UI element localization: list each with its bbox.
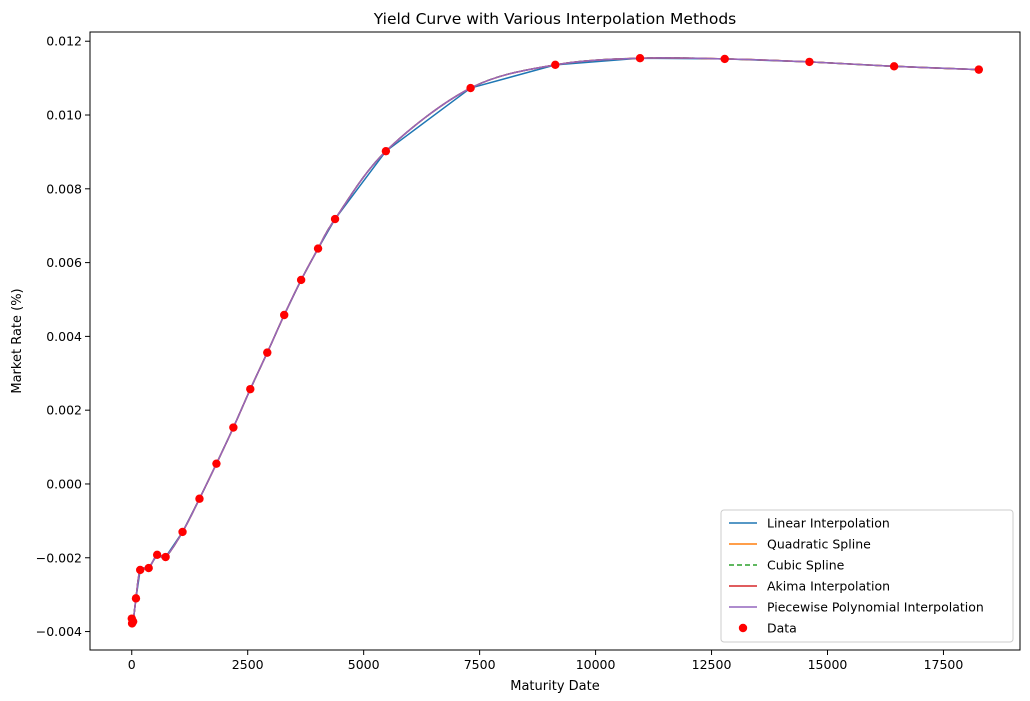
legend-label: Akima Interpolation bbox=[767, 579, 890, 594]
data-point bbox=[720, 54, 729, 64]
data-point bbox=[296, 275, 306, 285]
plot-frame bbox=[89, 31, 1021, 651]
data-point bbox=[229, 423, 238, 432]
data-point bbox=[889, 62, 899, 71]
x-tick-label: 2500 bbox=[232, 657, 264, 672]
x-tick-label: 15000 bbox=[808, 657, 848, 672]
x-tick-label: 0 bbox=[128, 657, 136, 672]
legend-label: Cubic Spline bbox=[767, 558, 845, 573]
legend-label: Data bbox=[767, 621, 797, 636]
x-tick-label: 5000 bbox=[348, 657, 380, 672]
data-point bbox=[280, 310, 289, 320]
x-tick-label: 17500 bbox=[924, 657, 964, 672]
y-tick-label: 0.008 bbox=[46, 181, 82, 196]
data-point bbox=[381, 146, 391, 156]
data-point bbox=[128, 617, 138, 626]
y-tick-label: 0.000 bbox=[46, 476, 82, 491]
data-point bbox=[135, 565, 145, 575]
data-point bbox=[805, 57, 814, 67]
data-point bbox=[551, 60, 560, 70]
y-tick-label: −0.004 bbox=[36, 624, 82, 639]
data-point bbox=[131, 594, 141, 603]
x-tick-label: 12500 bbox=[692, 657, 732, 672]
data-point bbox=[246, 384, 255, 394]
data-point bbox=[161, 552, 170, 562]
legend-swatch bbox=[738, 623, 748, 633]
y-tick-label: −0.002 bbox=[36, 550, 82, 565]
data-point bbox=[330, 214, 340, 224]
legend-label: Linear Interpolation bbox=[767, 516, 890, 531]
x-tick-label: 10000 bbox=[576, 657, 616, 672]
y-tick-label: 0.012 bbox=[46, 34, 82, 49]
legend: Linear Interpolation Quadratic Spline Cubi… bbox=[720, 509, 1014, 643]
data-point bbox=[313, 244, 323, 253]
legend-label: Quadratic Spline bbox=[767, 537, 871, 552]
y-tick-label: 0.010 bbox=[46, 108, 82, 123]
x-axis: 0 2500 5000 7500 10000 12500 15000 17500 bbox=[128, 650, 964, 672]
legend-label: Piecewise Polynomial Interpolation bbox=[767, 600, 984, 615]
legend-box bbox=[720, 509, 1014, 643]
data-point bbox=[974, 65, 984, 74]
data-point bbox=[152, 550, 162, 560]
plot-area bbox=[127, 54, 984, 628]
y-tick-label: 0.004 bbox=[46, 329, 82, 344]
data-point bbox=[466, 83, 475, 93]
y-tick-label: 0.006 bbox=[46, 255, 82, 270]
data-point bbox=[195, 494, 204, 503]
data-point bbox=[144, 563, 153, 573]
data-point bbox=[212, 459, 221, 468]
y-axis: −0.004 −0.002 0.000 0.002 0.004 0.006 0.008 0.0… bbox=[36, 34, 90, 639]
data-point bbox=[263, 348, 272, 357]
x-axis-label: Maturity Date bbox=[510, 679, 599, 694]
y-tick-label: 0.002 bbox=[46, 403, 82, 418]
chart-title: Yield Curve with Various Interpolation M… bbox=[373, 10, 737, 28]
data-point bbox=[178, 527, 187, 537]
data-point bbox=[635, 54, 645, 63]
x-tick-label: 7500 bbox=[464, 657, 496, 672]
y-axis-label: Market Rate (%) bbox=[10, 288, 25, 393]
